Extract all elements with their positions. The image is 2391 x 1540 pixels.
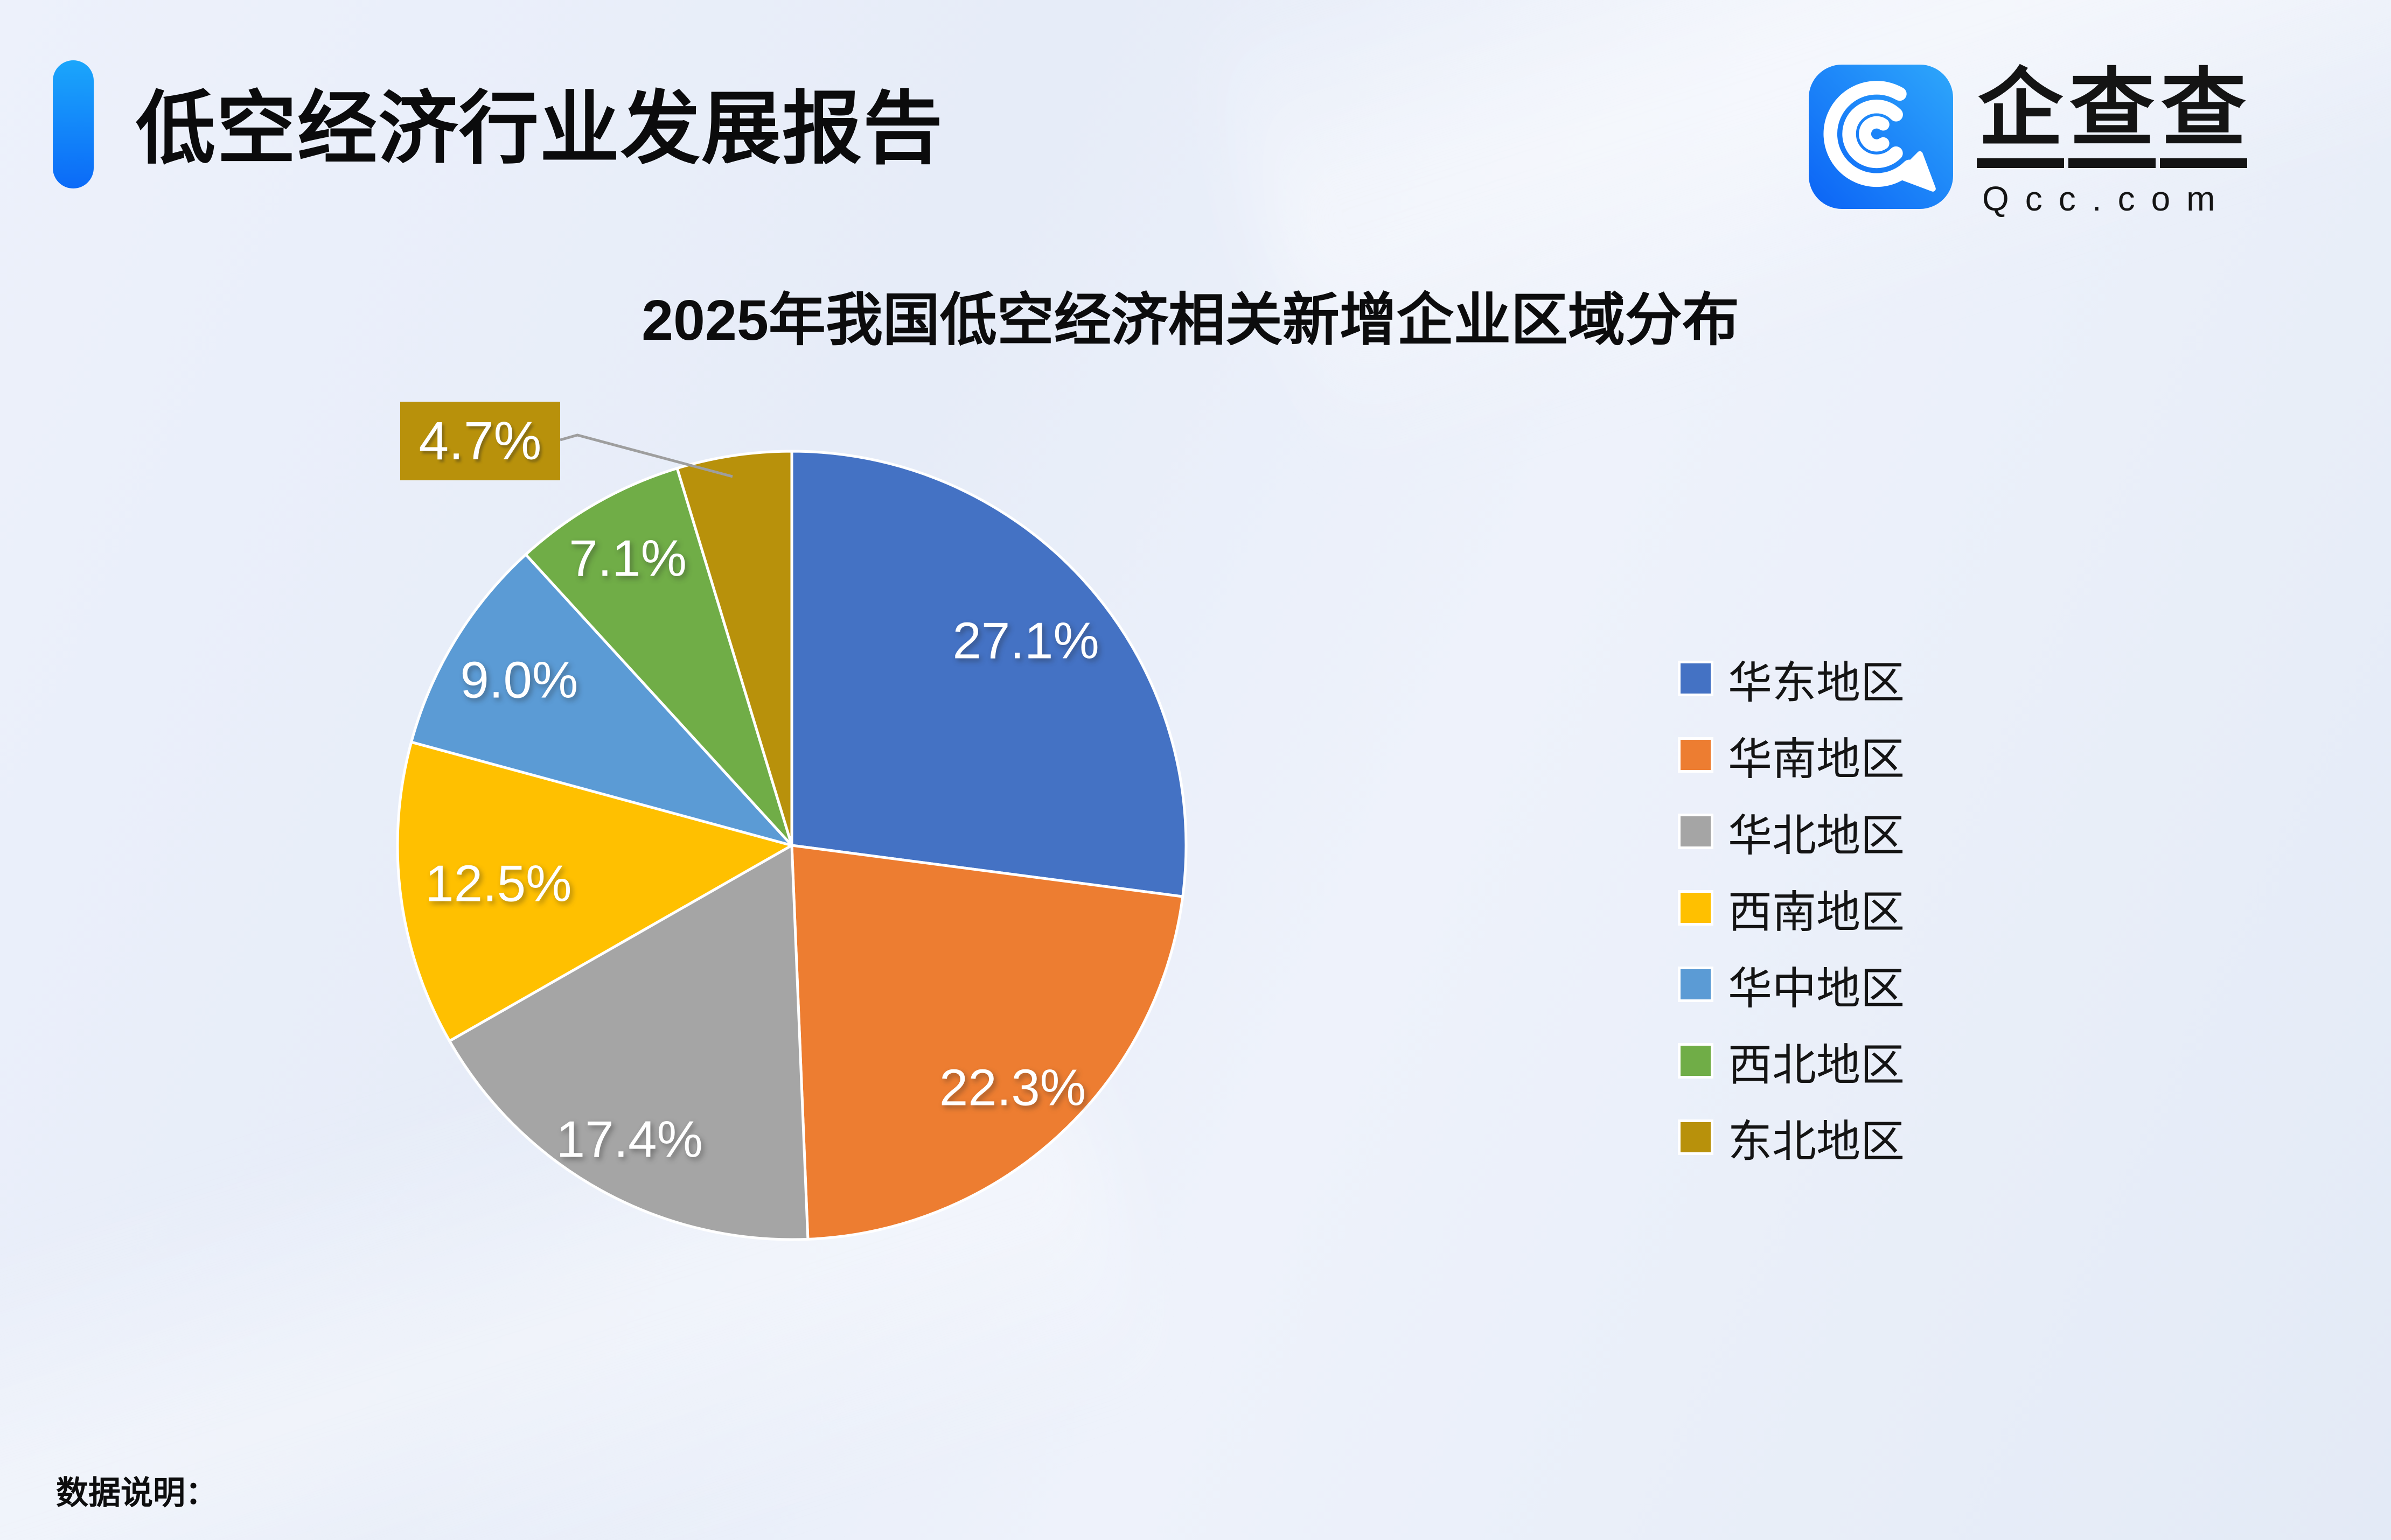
pie-slice-label: 9.0% [460,651,578,709]
pie-slice-7 [675,450,793,847]
legend-swatch [1681,893,1711,923]
pie-slice-3 [448,844,810,1241]
brand-name: 企查查 [1977,64,2251,168]
chart-legend: 华东地区 华南地区 华北地区 西南地区 华中地区 西北地区 东北地区 [1681,653,1905,1166]
legend-item: 东北地区 [1681,1111,1905,1166]
pie-slice-label: 7.1% [569,530,687,587]
legend-label: 华中地区 [1728,964,1905,1013]
chart-title: 2025年我国低空经济相关新增企业区域分布 [642,289,1739,352]
legend-swatch [1681,740,1711,770]
pie-slice-label: 27.1% [952,612,1099,670]
qcc-logo-icon [1809,65,1953,209]
legend-item: 华中地区 [1681,958,1905,1013]
legend-swatch [1681,969,1711,999]
legend-label: 西北地区 [1728,1040,1905,1090]
legend-swatch [1681,816,1711,846]
legend-swatch [1681,1046,1711,1076]
legend-label: 华北地区 [1728,811,1905,860]
notes-heading: 数据说明： [56,1475,218,1511]
pie-callout-label: 4.7% [400,402,560,480]
brand-name-char: 查 [2160,64,2247,168]
legend-swatch [1681,663,1711,694]
brand-logo: 企查查 Qcc.com [1809,64,2251,219]
legend-label: 华东地区 [1728,658,1905,708]
pie-slice-6 [524,467,793,847]
pie-slice-label: 17.4% [556,1110,703,1168]
brand-name-char: 查 [2068,64,2156,168]
callout-leader-line [560,433,733,478]
pie-slice-label: 22.3% [939,1059,1086,1116]
legend-label: 华南地区 [1728,734,1905,784]
pie-slice-label: 12.5% [425,855,571,913]
brand-text: 企查查 Qcc.com [1977,64,2251,219]
brand-name-char: 企 [1977,64,2064,168]
legend-item: 西南地区 [1681,882,1905,937]
data-notes: 数据说明： 1.统计范围：企业名称、经营范围、产品名称包含关键词“无人机|无人驾… [56,1318,2372,1540]
legend-item: 西北地区 [1681,1035,1905,1090]
legend-item: 华东地区 [1681,653,1905,708]
pie-slice-5 [410,553,793,847]
legend-item: 华南地区 [1681,729,1905,784]
report-title: 低空经济行业发展报告 [136,85,944,173]
title-accent-bar [53,60,94,188]
brand-domain: Qcc.com [1982,179,2232,218]
legend-label: 西南地区 [1728,887,1905,937]
legend-label: 东北地区 [1728,1117,1905,1166]
pie-slice-1 [790,450,1188,898]
pie-slice-2 [790,844,1184,1241]
legend-swatch [1681,1122,1711,1152]
legend-item: 华北地区 [1681,806,1905,860]
pie-slice-4 [396,740,793,1042]
